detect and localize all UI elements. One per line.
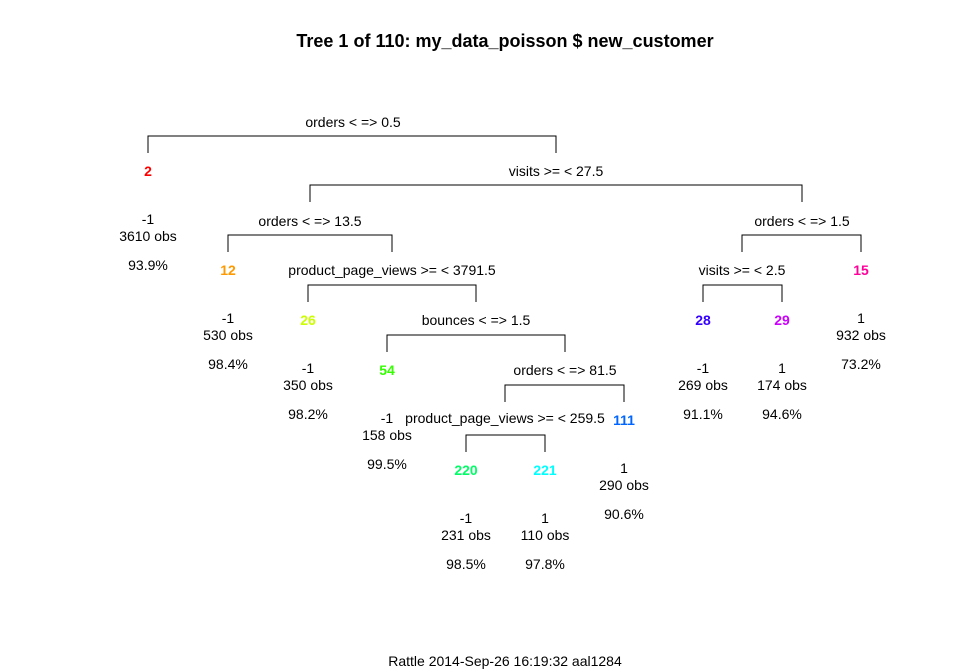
branch-s55 <box>504 384 625 402</box>
leaf-node-15: 15 1 932 obs 73.2% <box>836 262 886 372</box>
leaf-node-28: 28 -1 269 obs 91.1% <box>678 312 728 422</box>
leaf-node-obs: 110 obs <box>521 527 570 543</box>
split-label-orders-13-5: orders < => 13.5 <box>258 213 361 229</box>
leaf-node-value: 1 <box>778 360 786 376</box>
tree-branches <box>147 135 862 452</box>
split-label-orders-0-5: orders < => 0.5 <box>305 114 401 130</box>
split-label-product-page-views-3791-5: product_page_views >= < 3791.5 <box>288 262 496 278</box>
leaf-node-221: 221 1 110 obs 97.8% <box>521 462 570 572</box>
split-label-product-page-views-259-5: product_page_views >= < 259.5 <box>405 410 605 426</box>
leaf-node-obs: 3610 obs <box>119 228 177 244</box>
leaf-node-id: 12 <box>220 262 236 278</box>
leaf-node-111: 111 1 290 obs 90.6% <box>599 412 649 522</box>
leaf-node-12: 12 -1 530 obs 98.4% <box>203 262 253 372</box>
leaf-node-obs: 932 obs <box>836 327 886 343</box>
split-label-orders-81-5: orders < => 81.5 <box>513 362 616 378</box>
leaf-node-id: 2 <box>144 163 152 179</box>
leaf-node-value: 1 <box>857 310 865 326</box>
branch-s110 <box>465 434 546 452</box>
tree-title: Tree 1 of 110: my_data_poisson $ new_cus… <box>296 31 713 51</box>
leaf-node-pct: 99.5% <box>367 456 407 472</box>
leaf-node-obs: 350 obs <box>283 377 333 393</box>
leaf-node-value: -1 <box>381 410 394 426</box>
split-label-orders-1-5: orders < => 1.5 <box>754 213 850 229</box>
leaf-node-id: 28 <box>695 312 711 328</box>
leaf-node-id: 26 <box>300 312 316 328</box>
leaf-node-value: 1 <box>620 460 628 476</box>
split-label-visits-2-5: visits >= < 2.5 <box>699 262 786 278</box>
leaf-node-220: 220 -1 231 obs 98.5% <box>441 462 491 572</box>
split-label-visits-27-5: visits >= < 27.5 <box>509 163 604 179</box>
leaf-node-2: 2 -1 3610 obs 93.9% <box>119 163 177 273</box>
branch-s14 <box>702 284 783 302</box>
leaf-node-value: -1 <box>302 360 315 376</box>
leaf-node-id: 54 <box>379 362 395 378</box>
leaf-node-pct: 98.5% <box>446 556 486 572</box>
footer-caption: Rattle 2014-Sep-26 16:19:32 aal1284 <box>388 653 622 669</box>
leaf-node-pct: 98.2% <box>288 406 328 422</box>
branch-s27 <box>386 334 566 352</box>
leaf-node-obs: 158 obs <box>362 427 412 443</box>
leaf-node-id: 15 <box>853 262 869 278</box>
leaf-node-29: 29 1 174 obs 94.6% <box>757 312 807 422</box>
branch-s13 <box>307 284 477 302</box>
leaf-node-obs: 290 obs <box>599 477 649 493</box>
leaf-node-26: 26 -1 350 obs 98.2% <box>283 312 333 422</box>
branch-s7 <box>741 234 862 252</box>
leaf-node-pct: 73.2% <box>841 356 881 372</box>
leaf-node-pct: 98.4% <box>208 356 248 372</box>
branch-s1 <box>147 135 557 153</box>
leaf-node-obs: 530 obs <box>203 327 253 343</box>
leaf-node-54: 54 -1 158 obs 99.5% <box>362 362 412 472</box>
branch-s6 <box>227 234 393 252</box>
leaf-node-obs: 174 obs <box>757 377 807 393</box>
leaf-node-obs: 231 obs <box>441 527 491 543</box>
leaf-node-value: -1 <box>222 310 235 326</box>
leaf-node-pct: 93.9% <box>128 257 168 273</box>
leaf-node-id: 111 <box>613 412 635 428</box>
leaf-node-pct: 91.1% <box>683 406 723 422</box>
branch-s3 <box>309 184 803 202</box>
leaf-node-id: 221 <box>533 462 557 478</box>
leaf-node-pct: 90.6% <box>604 506 644 522</box>
leaf-node-value: 1 <box>541 510 549 526</box>
leaf-node-value: -1 <box>142 211 155 227</box>
leaf-node-id: 29 <box>774 312 790 328</box>
leaf-node-value: -1 <box>460 510 473 526</box>
split-label-bounces-1-5: bounces < => 1.5 <box>422 312 531 328</box>
leaf-node-id: 220 <box>454 462 478 478</box>
split-labels: orders < => 0.5 visits >= < 27.5 orders … <box>258 114 849 426</box>
leaf-node-obs: 269 obs <box>678 377 728 393</box>
leaf-node-pct: 97.8% <box>525 556 565 572</box>
leaf-node-value: -1 <box>697 360 710 376</box>
leaf-node-pct: 94.6% <box>762 406 802 422</box>
